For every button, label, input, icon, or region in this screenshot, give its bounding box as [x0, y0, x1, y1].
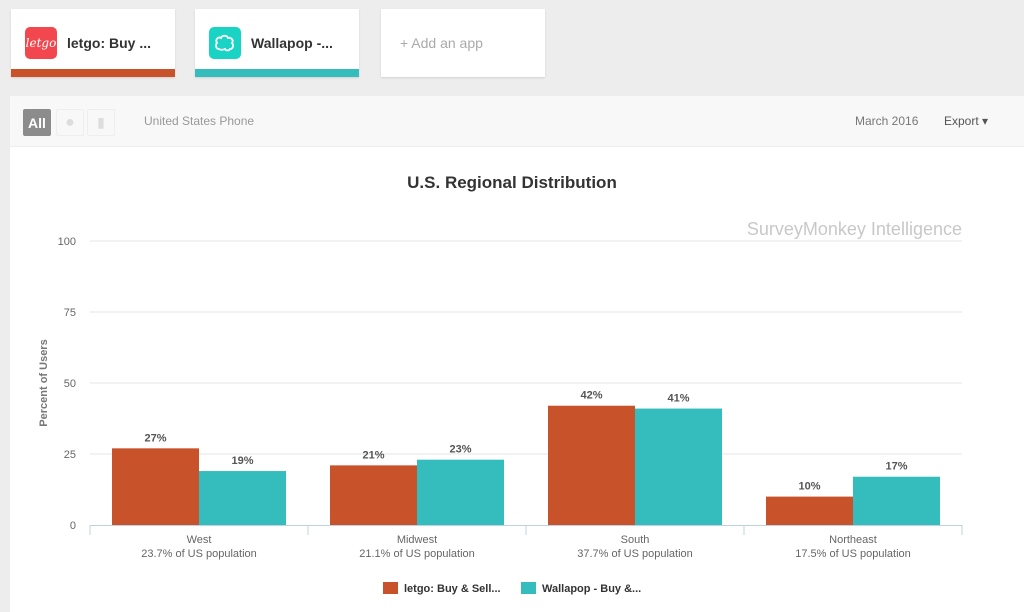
legend-item: Wallapop - Buy &...: [542, 583, 641, 595]
data-label: 41%: [667, 393, 689, 405]
add-app-label: + Add an app: [400, 35, 483, 51]
export-dropdown[interactable]: Export ▾: [944, 114, 989, 128]
legend-swatch: [383, 582, 398, 594]
x-tick-sublabel: 17.5% of US population: [795, 548, 911, 560]
toolbar: All ● ▮ United States Phone March 2016 E…: [10, 96, 1024, 147]
data-label: 23%: [449, 444, 471, 456]
add-app-button[interactable]: + Add an app: [381, 9, 545, 77]
data-label: 17%: [885, 461, 907, 473]
app-name: letgo: Buy ...: [67, 35, 151, 51]
android-icon: ▮: [97, 114, 105, 130]
legend-swatch: [521, 582, 536, 594]
watermark: SurveyMonkey Intelligence: [747, 219, 962, 239]
y-tick-label: 0: [70, 520, 76, 532]
date-label[interactable]: March 2016: [855, 114, 919, 128]
bar: [766, 496, 853, 525]
data-label: 21%: [362, 449, 384, 461]
y-tick-label: 75: [64, 307, 76, 319]
chart-title: U.S. Regional Distribution: [407, 173, 617, 192]
x-tick-label: Midwest: [397, 534, 437, 546]
x-tick-label: Northeast: [829, 534, 877, 546]
apple-icon: ●: [65, 113, 75, 131]
platform-android-button[interactable]: ▮: [87, 109, 115, 136]
data-label: 42%: [580, 390, 602, 402]
data-label: 19%: [231, 455, 253, 467]
bar: [548, 405, 635, 525]
x-tick-sublabel: 21.1% of US population: [359, 548, 475, 560]
platform-all-button[interactable]: All: [23, 109, 51, 136]
wallapop-logo: [209, 27, 241, 59]
letgo-logo: letgo: [25, 27, 57, 59]
platform-ios-button[interactable]: ●: [56, 109, 84, 136]
y-tick-label: 100: [58, 236, 76, 248]
x-tick-label: West: [187, 534, 212, 546]
data-label: 10%: [798, 481, 820, 493]
bar: [853, 476, 940, 525]
app-color-bar: [195, 69, 359, 77]
y-axis-label: Percent of Users: [38, 339, 50, 426]
app-name: Wallapop -...: [251, 35, 333, 51]
y-tick-label: 25: [64, 449, 76, 461]
bar: [330, 465, 417, 525]
bar: [635, 408, 722, 525]
market-label: United States Phone: [144, 114, 255, 128]
app-card-letgo[interactable]: letgo letgo: Buy ...: [11, 9, 175, 77]
x-tick-label: South: [621, 534, 650, 546]
x-tick-sublabel: 23.7% of US population: [141, 548, 257, 560]
data-label: 27%: [144, 432, 166, 444]
app-card-wallapop[interactable]: Wallapop -...: [195, 9, 359, 77]
legend-item: letgo: Buy & Sell...: [404, 583, 501, 595]
bar: [417, 459, 504, 525]
bar: [112, 448, 199, 525]
app-color-bar: [11, 69, 175, 77]
x-tick-sublabel: 37.7% of US population: [577, 548, 693, 560]
bar: [199, 471, 286, 525]
y-tick-label: 50: [64, 378, 76, 390]
